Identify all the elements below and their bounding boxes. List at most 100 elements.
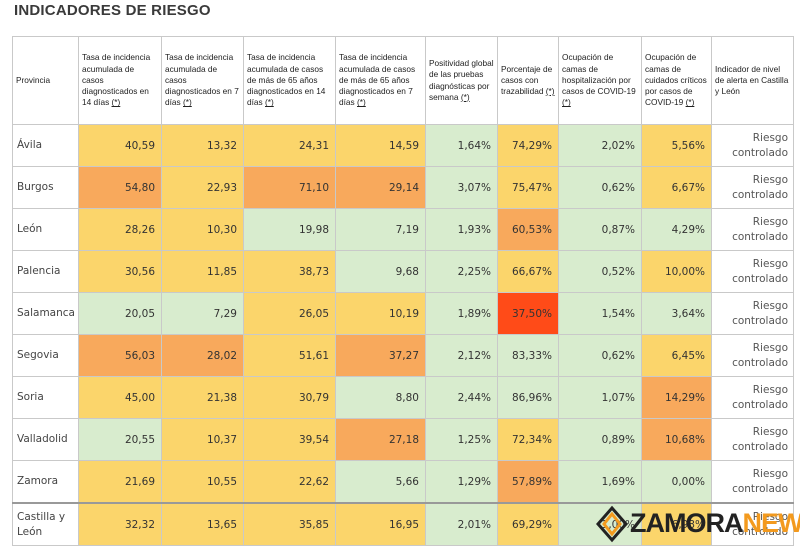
- value-cell: 2,25%: [425, 250, 498, 293]
- value-cell: 9,68: [335, 250, 426, 293]
- value-cell: 3,07%: [425, 166, 498, 209]
- risk-indicators-table: Provincia Tasa de incidencia acumulada d…: [12, 36, 794, 546]
- value-cell: 13,65: [161, 502, 244, 546]
- value-cell: 10,19: [335, 292, 426, 335]
- value-cell: 1,93%: [425, 208, 498, 251]
- value-cell: 5,56%: [641, 124, 712, 167]
- zamoranews-logo: ZAMORANEWS: [594, 504, 800, 544]
- value-cell: 19,98: [243, 208, 336, 251]
- value-cell: 1,07%: [558, 376, 642, 419]
- value-cell: 1,25%: [425, 418, 498, 461]
- province-cell: Valladolid: [12, 418, 79, 461]
- value-cell: 1,54%: [558, 292, 642, 335]
- zamoranews-logo-text: ZAMORANEWS: [630, 508, 800, 538]
- value-cell: 29,14: [335, 166, 426, 209]
- alert-level-cell: Riesgo controlado: [711, 418, 794, 461]
- value-cell: 3,64%: [641, 292, 712, 335]
- note-link[interactable]: (*): [460, 91, 470, 102]
- table-row: Castilla y León 32,32 13,65 35,85 16,95 2,01%…: [12, 502, 794, 546]
- alert-level-cell: Riesgo controlado: [711, 334, 794, 377]
- value-cell: 1,69%: [558, 460, 642, 504]
- value-cell: 10,55: [161, 460, 244, 504]
- alert-level-cell: Riesgo controlado: [711, 124, 794, 167]
- note-link[interactable]: (*): [685, 97, 695, 108]
- value-cell: 1,89%: [425, 292, 498, 335]
- value-cell: 4,29%: [641, 208, 712, 251]
- value-cell: 28,26: [78, 208, 162, 251]
- table-row: León 28,26 10,30 19,98 7,19 1,93% 60,53% 0,87% 4…: [12, 208, 794, 251]
- col-header-alert-level: Indicador de nivel de alerta en Castilla…: [711, 36, 794, 125]
- value-cell: 86,96%: [497, 376, 559, 419]
- value-cell: 37,50%: [497, 292, 559, 335]
- value-cell: 0,62%: [558, 334, 642, 377]
- value-cell: 10,30: [161, 208, 244, 251]
- value-cell: 72,34%: [497, 418, 559, 461]
- value-cell: 54,80: [78, 166, 162, 209]
- table-row: Segovia 56,03 28,02 51,61 37,27 2,12% 83,33% 0,…: [12, 334, 794, 377]
- value-cell: 10,00%: [641, 250, 712, 293]
- value-cell: 2,02%: [558, 124, 642, 167]
- value-cell: 0,62%: [558, 166, 642, 209]
- col-header-province: Provincia: [12, 36, 79, 125]
- province-cell: Soria: [12, 376, 79, 419]
- note-link[interactable]: (*): [183, 97, 192, 108]
- value-cell: 6,93%: [641, 502, 712, 546]
- alert-level-cell: Riesgo controlado: [711, 502, 794, 546]
- value-cell: 24,31: [243, 124, 336, 167]
- note-link[interactable]: (*): [111, 97, 121, 108]
- value-cell: 11,85: [161, 250, 244, 293]
- alert-level-cell: Riesgo controlado: [711, 250, 794, 293]
- note-link[interactable]: (*): [545, 86, 555, 97]
- value-cell: 74,29%: [497, 124, 559, 167]
- value-cell: 7,19: [335, 208, 426, 251]
- note-link[interactable]: (*): [562, 97, 571, 108]
- value-cell: 56,03: [78, 334, 162, 377]
- alert-level-cell: Riesgo controlado: [711, 208, 794, 251]
- value-cell: 1,29%: [425, 460, 498, 504]
- col-header-incidence-65-14d: Tasa de incidencia acumulada de casos de…: [243, 36, 336, 125]
- col-header-incidence-7d: Tasa de incidencia acumulada de casos di…: [161, 36, 244, 125]
- value-cell: 16,95: [335, 502, 426, 546]
- value-cell: 69,29%: [497, 502, 559, 546]
- alert-level-cell: Riesgo controlado: [711, 166, 794, 209]
- value-cell: 40,59: [78, 124, 162, 167]
- value-cell: 20,55: [78, 418, 162, 461]
- table-row: Salamanca 20,05 7,29 26,05 10,19 1,89% 37,50% 1…: [12, 292, 794, 335]
- note-link[interactable]: (*): [265, 97, 274, 108]
- value-cell: 22,93: [161, 166, 244, 209]
- value-cell: 32,32: [78, 502, 162, 546]
- zamoranews-logo-mark-icon: [596, 505, 628, 543]
- value-cell: 30,56: [78, 250, 162, 293]
- col-header-traceability: Porcentaje de casos con trazabilidad (*): [497, 36, 559, 125]
- value-cell: 0,00%: [641, 460, 712, 504]
- province-cell: León: [12, 208, 79, 251]
- value-cell: 10,68%: [641, 418, 712, 461]
- province-cell: Castilla y León: [12, 502, 79, 546]
- province-cell: Ávila: [12, 124, 79, 167]
- value-cell: 83,33%: [497, 334, 559, 377]
- province-cell: Salamanca: [12, 292, 79, 335]
- province-cell: Segovia: [12, 334, 79, 377]
- value-cell: 0,52%: [558, 250, 642, 293]
- value-cell: 6,45%: [641, 334, 712, 377]
- value-cell: 21,69: [78, 460, 162, 504]
- value-cell: 6,67%: [641, 166, 712, 209]
- value-cell: 75,47%: [497, 166, 559, 209]
- page-title: INDICADORES DE RIESGO: [14, 2, 211, 19]
- value-cell: 2,44%: [425, 376, 498, 419]
- value-cell: 13,32: [161, 124, 244, 167]
- value-cell: 14,29%: [641, 376, 712, 419]
- value-cell: 66,67%: [497, 250, 559, 293]
- note-link[interactable]: (*): [357, 97, 366, 108]
- value-cell: 8,80: [335, 376, 426, 419]
- table-row: Zamora 21,69 10,55 22,62 5,66 1,29% 57,89% 1,69…: [12, 460, 794, 504]
- province-cell: Burgos: [12, 166, 79, 209]
- table-row: Soria 45,00 21,38 30,79 8,80 2,44% 86,96% 1,07%…: [12, 376, 794, 419]
- value-cell: 28,02: [161, 334, 244, 377]
- value-cell: 71,10: [243, 166, 336, 209]
- value-cell: 7,29: [161, 292, 244, 335]
- value-cell: 1,64%: [425, 124, 498, 167]
- value-cell: 35,85: [243, 502, 336, 546]
- value-cell: 45,00: [78, 376, 162, 419]
- value-cell: 10,37: [161, 418, 244, 461]
